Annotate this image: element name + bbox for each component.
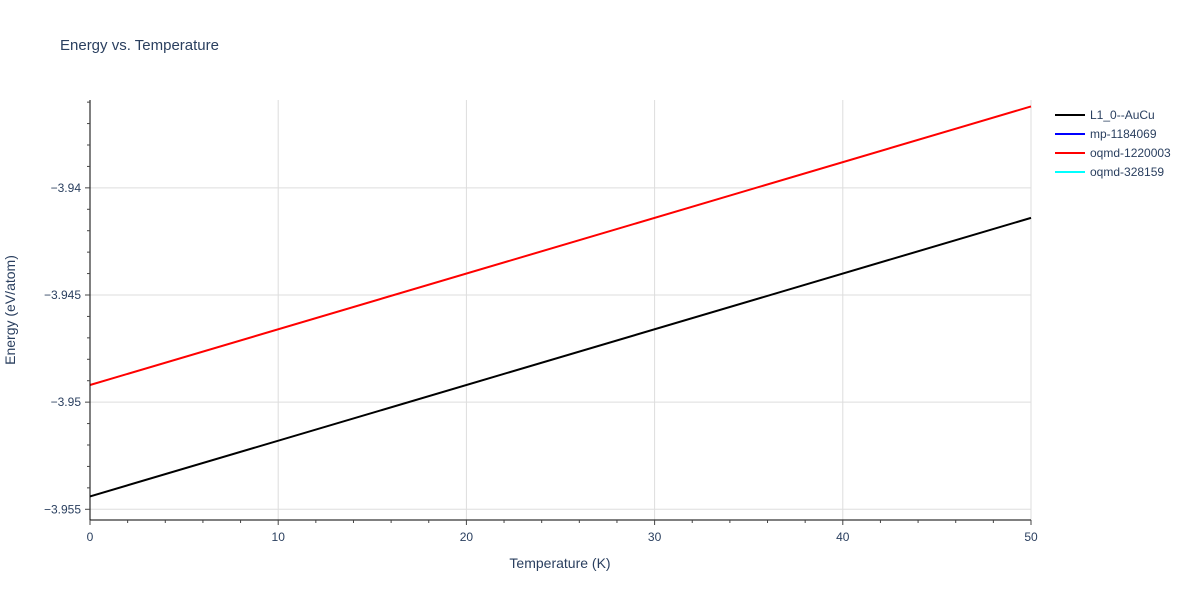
x-axis-title: Temperature (K) bbox=[509, 555, 610, 571]
x-tick-label: 30 bbox=[648, 530, 662, 544]
legend-item[interactable]: mp-1184069 bbox=[1055, 127, 1157, 141]
y-tick-label: −3.955 bbox=[44, 502, 81, 516]
legend-label: oqmd-1220003 bbox=[1090, 146, 1171, 160]
chart-title: Energy vs. Temperature bbox=[60, 37, 219, 54]
y-tick-label: −3.94 bbox=[51, 181, 82, 195]
legend-item[interactable]: oqmd-328159 bbox=[1055, 165, 1164, 179]
x-axis-ticks: 0 10 20 30 40 50 bbox=[87, 520, 1038, 544]
x-tick-label: 40 bbox=[836, 530, 850, 544]
x-tick-label: 50 bbox=[1024, 530, 1038, 544]
series-line bbox=[89, 216, 1032, 498]
plot-traces bbox=[89, 105, 1032, 498]
axes bbox=[89, 100, 1031, 521]
x-tick-label: 10 bbox=[272, 530, 286, 544]
legend-item[interactable]: L1_0--AuCu bbox=[1055, 108, 1155, 122]
legend-label: L1_0--AuCu bbox=[1090, 108, 1155, 122]
y-tick-label: −3.95 bbox=[51, 395, 82, 409]
y-axis-ticks: −3.955 −3.95 −3.945 −3.94 bbox=[44, 101, 90, 516]
x-tick-label: 0 bbox=[87, 530, 94, 544]
legend-label: mp-1184069 bbox=[1090, 127, 1157, 141]
y-tick-label: −3.945 bbox=[44, 288, 81, 302]
legend-label: oqmd-328159 bbox=[1090, 165, 1164, 179]
legend-item[interactable]: oqmd-1220003 bbox=[1055, 146, 1171, 160]
series-line bbox=[89, 105, 1032, 386]
x-tick-label: 20 bbox=[460, 530, 474, 544]
legend[interactable]: L1_0--AuCu mp-1184069 oqmd-1220003 oqmd-328… bbox=[1055, 108, 1171, 179]
y-axis-title: Energy (eV/atom) bbox=[2, 255, 18, 365]
grid-lines bbox=[90, 100, 1032, 520]
